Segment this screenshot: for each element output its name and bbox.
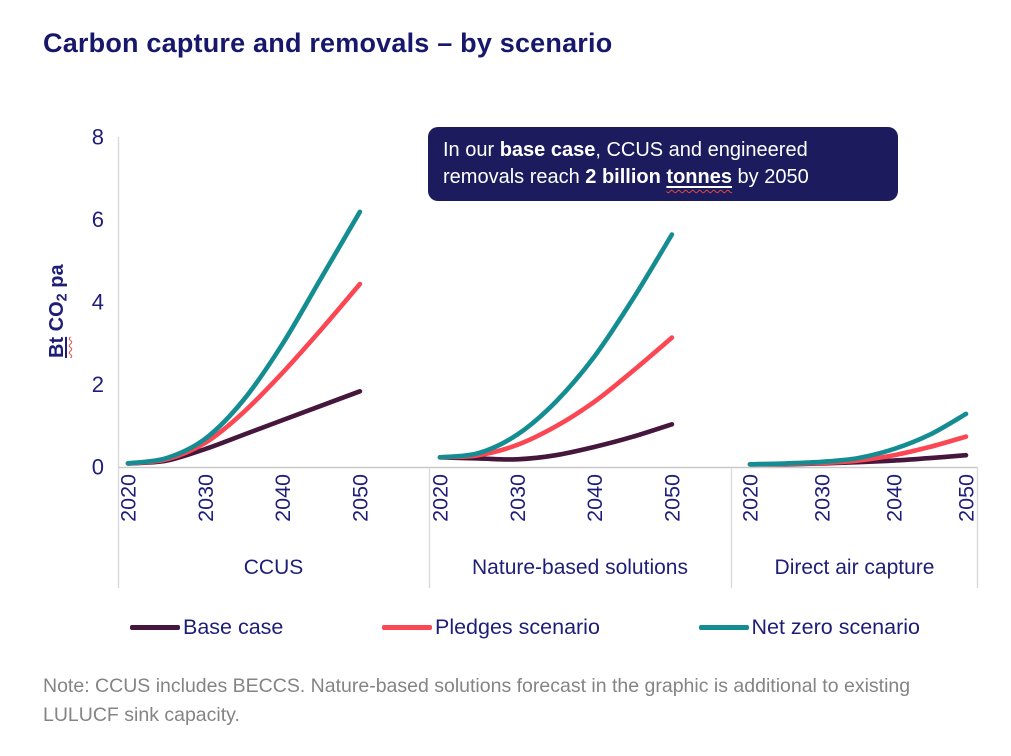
series-curve-netzero	[125, 209, 363, 466]
callout-text-segment: 2 billion	[585, 166, 667, 188]
x-tick-label: 2050	[348, 474, 372, 522]
legend-item-base-case: Base case	[130, 615, 283, 640]
x-tick-label: 2020	[739, 474, 763, 522]
pledges-scenario-line-swatch	[381, 625, 432, 630]
net-zero-scenario-line-swatch	[698, 625, 749, 630]
legend-label: Base case	[183, 615, 284, 639]
series-curve-pledges	[437, 335, 675, 460]
co2-subscript: 2	[54, 293, 71, 302]
legend-label: Pledges scenario	[434, 615, 600, 639]
series-curve-base	[437, 422, 675, 462]
x-tick-label: 2050	[660, 474, 684, 522]
legend-label: Net zero scenario	[751, 615, 921, 639]
series-curve-netzero	[747, 411, 969, 467]
x-tick-label: 2020	[117, 474, 141, 522]
callout-text-segment: by 2050	[731, 166, 809, 188]
x-tick-label: 2020	[429, 474, 453, 522]
x-tick-label: 2030	[811, 474, 835, 522]
x-tick-label: 2050	[955, 474, 979, 522]
base-case-callout: In our base case, CCUS and engineered re…	[428, 127, 898, 201]
y-axis-title: Bt CO2 pa	[46, 264, 71, 358]
x-tick-label: 2040	[883, 474, 907, 522]
callout-text-segment: tonnes	[666, 166, 732, 188]
x-tick-label: 2040	[271, 474, 295, 522]
series-curve-netzero	[437, 232, 675, 460]
x-tick-label: 2040	[583, 474, 607, 522]
x-tick-label: 2030	[194, 474, 218, 522]
callout-text-segment: In our	[443, 139, 500, 161]
y-tick-label: 8	[92, 125, 104, 150]
x-tick-label: 2030	[506, 474, 530, 522]
panel-caption-ccus: CCUS	[243, 556, 304, 579]
legend-item-net-zero-scenario: Net zero scenario	[698, 615, 921, 640]
callout-text-segment: , CCUS and engineered removals reach	[443, 139, 808, 188]
chart-legend: Base case Pledges scenario Net zero scen…	[130, 615, 920, 640]
y-tick-label: 2	[92, 372, 104, 397]
y-tick-label: 0	[92, 455, 104, 480]
y-axis-title-bt: Bt	[46, 336, 68, 358]
y-tick-label: 6	[92, 207, 104, 232]
footnote: Note: CCUS includes BECCS. Nature-based …	[43, 675, 911, 726]
page-title: Carbon capture and removals – by scenari…	[43, 28, 613, 58]
callout-text-segment: base case	[499, 139, 596, 161]
base-case-line-swatch	[130, 625, 180, 630]
panel-caption-direct-air-capture: Direct air capture	[774, 556, 935, 579]
panel-caption-nature-based: Nature-based solutions	[472, 556, 688, 579]
legend-item-pledges-scenario: Pledges scenario	[381, 615, 600, 640]
y-tick-label: 4	[92, 290, 104, 315]
